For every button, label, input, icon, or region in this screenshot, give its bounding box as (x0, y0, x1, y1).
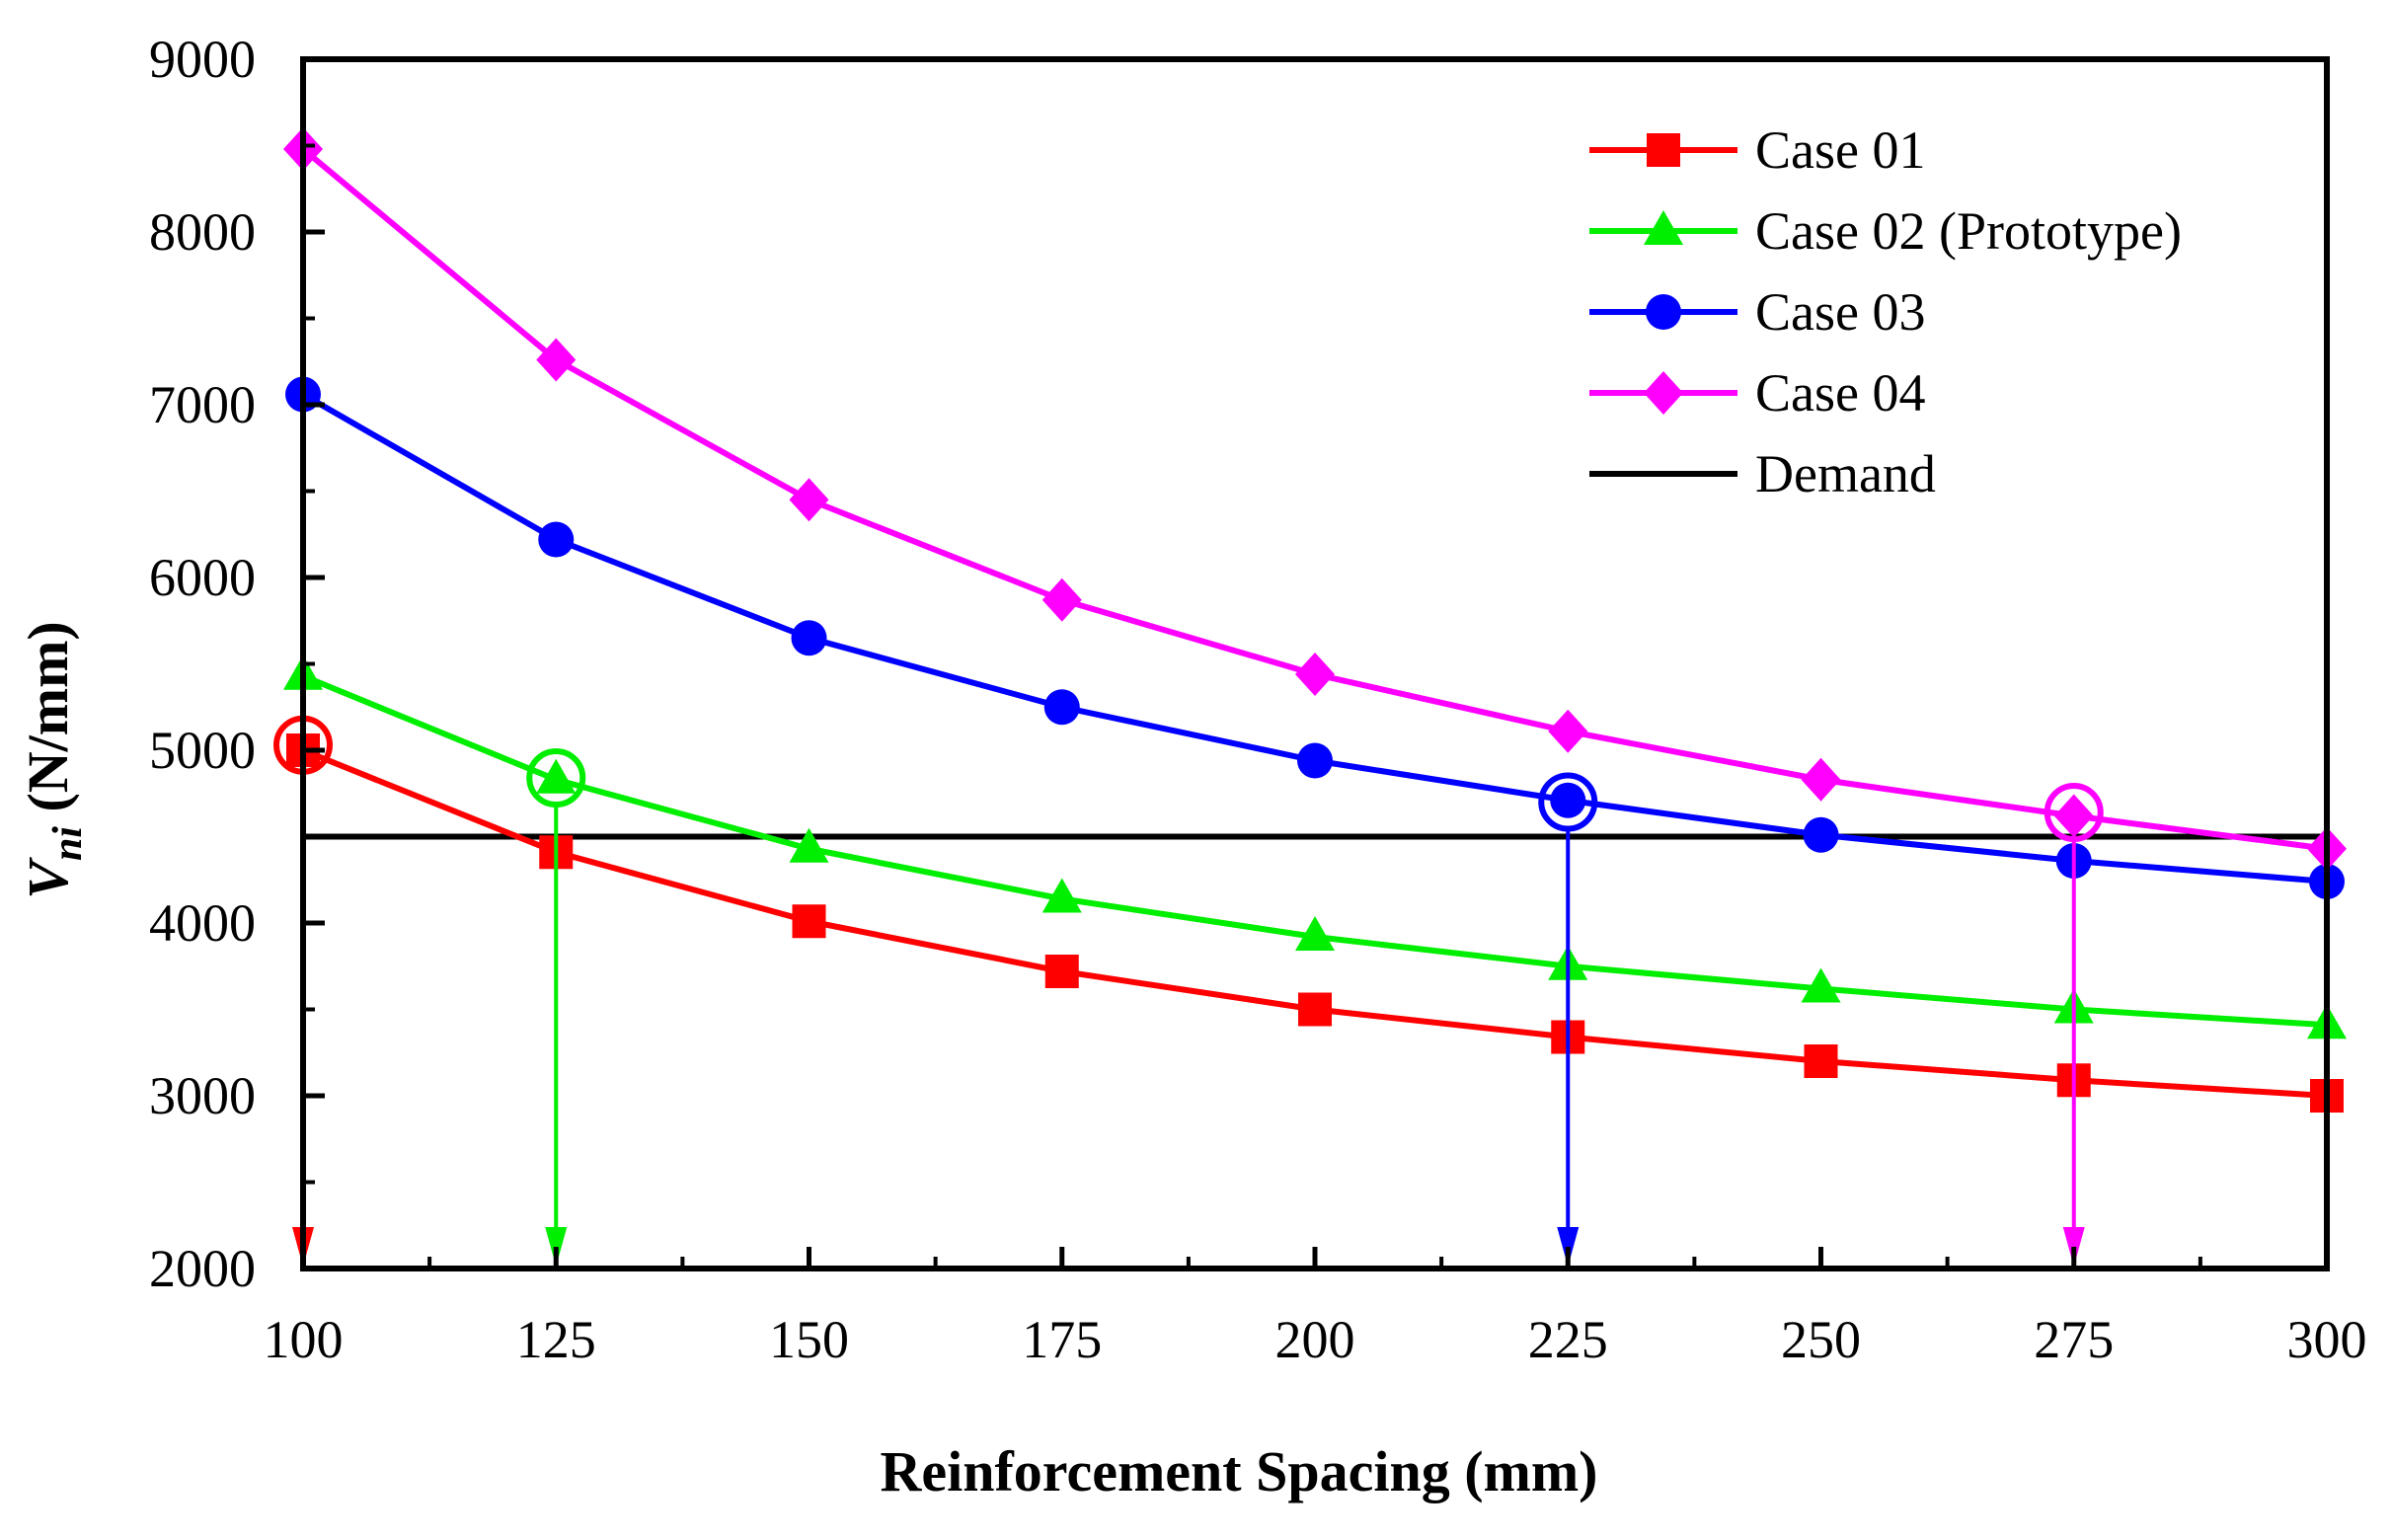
data-point-series-4-x-250 (1801, 757, 1841, 802)
data-point-series-1-x-175 (1044, 955, 1079, 988)
legend-marker-3 (1646, 294, 1681, 330)
x-tick-label-225: 225 (1528, 1310, 1608, 1369)
x-tick-label-250: 250 (1781, 1310, 1861, 1369)
data-point-series-2-x-250 (1801, 967, 1841, 1003)
data-point-series-3-x-150 (791, 620, 827, 656)
plot-layer (273, 127, 2347, 1267)
data-point-series-4-x-200 (1295, 653, 1335, 696)
x-tick-label-125: 125 (516, 1310, 596, 1369)
data-point-series-4-x-125 (536, 338, 577, 382)
axes-layer: 100 125 150 175 200 225 250 275 300 2000 3000 4000 5… (149, 30, 2367, 1369)
legend-label-1: Case 01 (1755, 120, 1925, 180)
x-tick-label-200: 200 (1275, 1310, 1355, 1369)
legend-label-3: Case 03 (1755, 282, 1925, 342)
x-tick-label-100: 100 (264, 1310, 344, 1369)
series-4 (283, 127, 2347, 871)
x-tick-label-275: 275 (2034, 1310, 2114, 1369)
y-tick-label-3000: 3000 (149, 1066, 256, 1125)
data-point-series-1-x-150 (792, 904, 826, 939)
data-point-series-4-x-275 (2053, 794, 2094, 838)
x-tick-label-175: 175 (1022, 1310, 1102, 1369)
legend: Case 01 Case 02 (Prototype) Case 03 Case 04… (1589, 120, 2182, 503)
x-axis-title: Reinforcement Spacing (mm) (880, 1439, 1597, 1503)
y-axis-title-sub: ni (45, 826, 91, 861)
legend-label-4: Case 04 (1755, 363, 1925, 423)
y-tick-label-8000: 8000 (149, 202, 256, 262)
data-point-series-4-x-175 (1042, 578, 1082, 622)
data-point-series-4-x-225 (1548, 709, 1588, 753)
legend-marker-2 (1644, 210, 1683, 245)
data-point-series-3-x-175 (1043, 689, 1080, 726)
y-tick-label-6000: 6000 (149, 548, 256, 607)
legend-entry-2: Case 02 (Prototype) (1589, 201, 2182, 261)
legend-marker-1 (1647, 133, 1680, 167)
y-tick-label-4000: 4000 (149, 893, 256, 953)
series-line-2 (301, 672, 2328, 1029)
legend-marker-4 (1644, 371, 1683, 415)
y-axis-title: Vni (N/mm) (16, 621, 91, 898)
legend-label-5: Demand (1755, 444, 1936, 503)
legend-entry-3: Case 03 (1589, 282, 1925, 342)
data-point-series-1-x-250 (1804, 1044, 1838, 1078)
data-point-series-3-x-200 (1297, 742, 1333, 779)
data-point-series-2-x-175 (1042, 878, 1082, 913)
data-point-series-4-x-150 (789, 478, 829, 522)
data-point-series-2-x-150 (789, 827, 829, 863)
series-3 (285, 376, 2345, 899)
legend-entry-4: Case 04 (1589, 363, 1925, 423)
legend-label-2: Case 02 (Prototype) (1755, 201, 2182, 261)
data-point-series-3-x-250 (1803, 816, 1839, 853)
y-tick-label-2000: 2000 (149, 1239, 256, 1298)
y-tick-label-7000: 7000 (149, 375, 256, 434)
data-point-series-3-x-225 (1550, 782, 1586, 818)
legend-entry-5: Demand (1589, 444, 1936, 503)
x-tick-label-150: 150 (769, 1310, 849, 1369)
y-tick-label-5000: 5000 (149, 721, 256, 780)
data-point-series-2-x-200 (1295, 916, 1335, 951)
legend-entry-1: Case 01 (1589, 120, 1925, 180)
y-axis-title-main: V (16, 857, 80, 899)
data-point-series-2-x-125 (536, 758, 577, 794)
series-2 (283, 654, 2347, 1040)
y-axis-title-unit: (N/mm) (16, 621, 80, 826)
y-tick-label-9000: 9000 (149, 30, 256, 89)
data-point-series-3-x-125 (538, 521, 575, 558)
data-point-series-1-x-200 (1298, 992, 1332, 1027)
x-tick-label-300: 300 (2287, 1310, 2367, 1369)
